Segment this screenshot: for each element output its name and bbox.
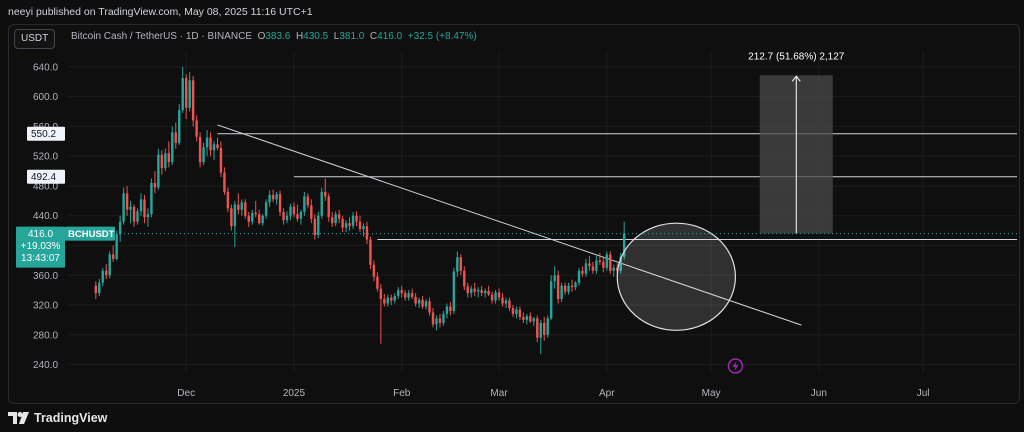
high-value: 430.5 [303,31,329,42]
symbol-title[interactable]: Bitcoin Cash / TetherUS · 1D · BINANCE [71,31,252,42]
low-label: L [333,31,340,42]
open-label: O [257,31,266,42]
change-value: +32.5 (+8.47%) [407,31,477,42]
low-value: 381.0 [339,31,365,42]
close-value: 416.0 [377,31,403,42]
symbol-legend: Bitcoin Cash / TetherUS · 1D · BINANCE O… [71,31,477,42]
high-label: H [295,31,304,42]
chart-panel[interactable] [8,24,1020,404]
close-label: C [369,31,378,42]
publish-header: neeyi published on TradingView.com, May … [0,0,1024,24]
tradingview-brand: TradingView [34,411,108,425]
published-text: neeyi published on TradingView.com, May … [8,6,313,18]
currency-button[interactable]: USDT [14,29,56,49]
footer-bar [0,405,1024,432]
tradingview-logo-icon [8,412,29,424]
open-value: 383.6 [265,31,291,42]
tradingview-logo[interactable]: TradingView [8,409,107,427]
